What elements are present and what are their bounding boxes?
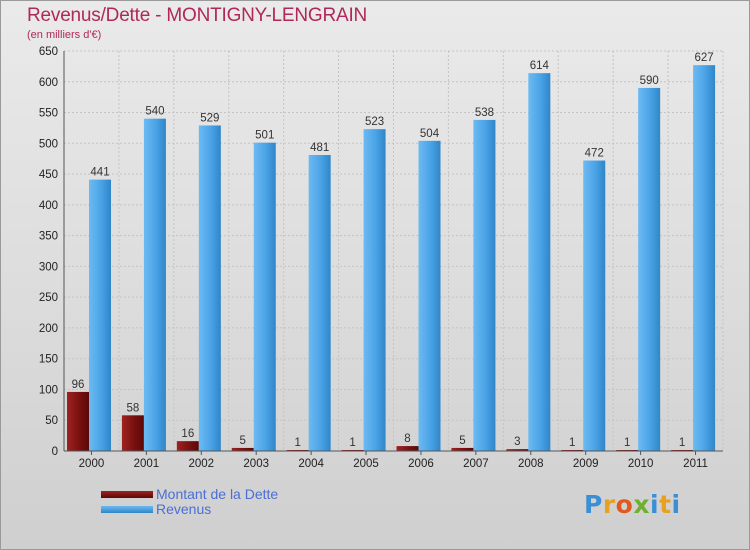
x-tick-label: 2004 xyxy=(298,458,324,470)
bar-revenus-2008 xyxy=(528,73,551,452)
data-label-revenus-2009: 472 xyxy=(585,148,604,160)
legend-swatch-revenus xyxy=(101,506,153,513)
data-label-revenus-2011: 627 xyxy=(694,52,713,64)
bars-layer xyxy=(67,65,716,452)
data-label-revenus-2005: 523 xyxy=(365,116,384,128)
bar-revenus-2005 xyxy=(363,129,386,451)
x-tick-label: 2009 xyxy=(573,458,599,470)
y-tick-label: 300 xyxy=(39,261,58,273)
data-label-revenus-2007: 538 xyxy=(475,107,494,119)
logo-letter: P xyxy=(584,490,603,519)
bar-dette-2006 xyxy=(396,446,419,451)
bar-dette-2001 xyxy=(121,415,144,451)
proxiti-logo: Proxiti xyxy=(584,490,681,519)
legend-label-dette: Montant de la Dette xyxy=(156,486,279,502)
data-label-dette-2009: 1 xyxy=(569,437,575,449)
bar-dette-2008 xyxy=(506,449,529,451)
logo-letter: o xyxy=(615,490,634,519)
bar-revenus-2003 xyxy=(253,142,276,451)
logo-letter: t xyxy=(659,490,672,519)
logo-letter: i xyxy=(671,490,681,519)
y-tick-label: 200 xyxy=(39,323,58,335)
data-label-dette-2000: 96 xyxy=(72,379,85,391)
y-tick-label: 50 xyxy=(45,415,58,427)
bar-dette-2003 xyxy=(231,447,254,451)
bar-dette-2002 xyxy=(176,441,199,451)
x-tick-label: 2006 xyxy=(408,458,434,470)
x-tick-label: 2007 xyxy=(463,458,489,470)
data-label-revenus-2002: 529 xyxy=(200,112,219,124)
bar-revenus-2004 xyxy=(308,155,331,451)
bar-revenus-2000 xyxy=(89,179,111,451)
data-label-dette-2011: 1 xyxy=(679,437,685,449)
data-label-revenus-2010: 590 xyxy=(640,75,659,87)
y-tick-label: 650 xyxy=(39,46,58,58)
x-tick-label: 2005 xyxy=(353,458,379,470)
data-label-dette-2010: 1 xyxy=(624,437,630,449)
data-label-revenus-2000: 441 xyxy=(90,167,109,179)
legend-swatch-dette xyxy=(101,491,153,498)
bar-dette-2000 xyxy=(67,391,89,451)
x-tick-label: 2003 xyxy=(243,458,269,470)
y-tick-label: 400 xyxy=(39,200,58,212)
bar-revenus-2001 xyxy=(143,118,166,451)
x-tick-label: 2010 xyxy=(628,458,654,470)
y-tick-label: 450 xyxy=(39,169,58,181)
x-tick-label: 2000 xyxy=(79,458,105,470)
logo-letter: r xyxy=(602,490,616,519)
data-label-dette-2005: 1 xyxy=(349,437,355,449)
y-tick-label: 500 xyxy=(39,138,58,150)
chart-subtitle: (en milliers d'€) xyxy=(27,29,102,41)
y-tick-label: 0 xyxy=(52,446,58,458)
data-label-dette-2006: 8 xyxy=(404,433,410,445)
data-label-revenus-2003: 501 xyxy=(255,130,274,142)
bar-revenus-2007 xyxy=(473,119,496,451)
axis-layer: 0 50 100 150 200 250 300 350 400 450 500 550 600 650 2… xyxy=(39,46,723,470)
legend-label-revenus: Revenus xyxy=(156,501,212,517)
data-label-dette-2007: 5 xyxy=(459,435,465,447)
data-label-dette-2003: 5 xyxy=(240,435,246,447)
data-label-dette-2002: 16 xyxy=(181,428,194,440)
bar-revenus-2010 xyxy=(638,87,661,451)
x-tick-label: 2001 xyxy=(134,458,160,470)
x-tick-label: 2011 xyxy=(683,458,708,470)
data-label-revenus-2001: 540 xyxy=(145,106,164,118)
x-tick-label: 2008 xyxy=(518,458,544,470)
y-tick-label: 350 xyxy=(39,231,58,243)
x-tick-label: 2002 xyxy=(188,458,214,470)
y-tick-label: 150 xyxy=(39,354,58,366)
chart-title: Revenus/Dette - MONTIGNY-LENGRAIN xyxy=(27,5,368,26)
data-label-revenus-2004: 481 xyxy=(310,142,329,154)
bar-revenus-2002 xyxy=(198,125,221,451)
logo-letter: i xyxy=(650,490,660,519)
labels-layer: 96 441 58 540 16 529 5 501 1 481 1 523 8 504 5 538 3 614 1… xyxy=(72,52,714,449)
data-label-revenus-2008: 614 xyxy=(530,60,550,72)
data-label-dette-2008: 3 xyxy=(514,436,520,448)
y-tick-label: 250 xyxy=(39,292,58,304)
y-tick-label: 550 xyxy=(39,108,58,120)
bar-dette-2007 xyxy=(451,447,474,451)
bar-revenus-2006 xyxy=(418,140,441,451)
bar-revenus-2011 xyxy=(693,65,716,452)
data-label-dette-2001: 58 xyxy=(127,402,140,414)
data-label-revenus-2006: 504 xyxy=(420,128,440,140)
data-label-dette-2004: 1 xyxy=(294,437,300,449)
y-tick-label: 100 xyxy=(39,384,58,396)
bar-revenus-2009 xyxy=(583,160,606,452)
y-tick-label: 600 xyxy=(39,77,58,89)
logo-letter: x xyxy=(633,490,650,519)
